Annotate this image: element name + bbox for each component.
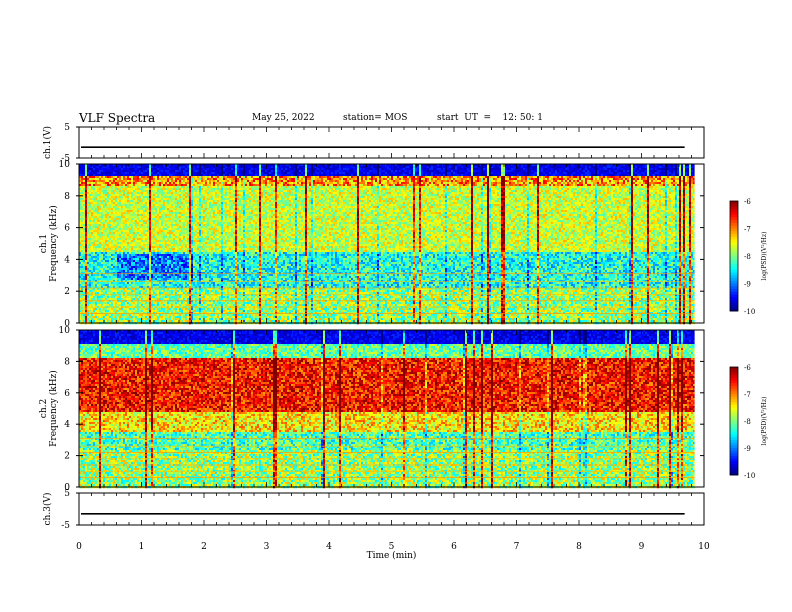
xtick-label: 9 [639, 542, 645, 552]
ytick-label: 8 [64, 357, 70, 367]
spectrogram-1 [79, 164, 704, 324]
ytick-label: 4 [64, 420, 70, 430]
spectrogram-2 [79, 330, 704, 488]
ytick-label: 6 [64, 389, 70, 399]
xtick-label: 4 [326, 542, 332, 552]
xtick-label: 0 [76, 542, 82, 552]
ylabel-frequency: Frequency (kHz) [48, 370, 59, 447]
ytick-label: 2 [64, 287, 70, 297]
colorbar-label: log(PSD)(V²/Hz) [761, 232, 768, 281]
ytick-label: 10 [59, 160, 71, 170]
colorbar-2: -6 -7 -8 -9 -10 log(PSD)(V²/Hz) [730, 364, 768, 480]
colorbar-tick: -7 [744, 226, 751, 234]
xtick-label: 2 [201, 542, 207, 552]
ytick-label: 8 [64, 192, 70, 202]
ylabel: ch.1(V) [42, 126, 53, 159]
colorbar-tick: -9 [744, 445, 751, 453]
colorbar-tick: -6 [744, 364, 751, 372]
colorbar-tick: -9 [744, 281, 751, 289]
spectrogram-layer [79, 164, 704, 488]
colorbar-tick: -6 [744, 198, 751, 206]
colorbar-tick: -8 [744, 418, 751, 426]
colorbar-label: log(PSD)(V²/Hz) [761, 397, 768, 446]
ytick-label: 5 [64, 489, 70, 499]
ylabel-channel: ch.2 [39, 399, 49, 418]
ylabel-frequency: Frequency (kHz) [48, 205, 59, 282]
xtick-label: 1 [139, 542, 145, 552]
colorbar-tick: -8 [744, 253, 751, 261]
x-axis-label: Time (min) [367, 550, 417, 561]
xtick-label: 10 [698, 542, 710, 552]
xtick-label: 3 [264, 542, 270, 552]
xtick-label: 6 [451, 542, 457, 552]
colorbar-tick: -10 [744, 308, 755, 316]
ylabel: ch.3(V) [42, 493, 53, 526]
colorbar-tick: -7 [744, 391, 751, 399]
ylabel-channel: ch.1 [39, 234, 49, 253]
ytick-label: -5 [61, 521, 70, 531]
xtick-label: 8 [576, 542, 582, 552]
ytick-label: 2 [64, 452, 70, 462]
colorbar-1: -6 -7 -8 -9 -10 log(PSD)(V²/Hz) [730, 198, 768, 316]
colorbar-tick: -10 [744, 472, 755, 480]
ytick-label: 4 [64, 255, 70, 265]
ytick-label: 5 [64, 123, 70, 133]
xtick-label: 7 [514, 542, 520, 552]
ytick-label: 6 [64, 224, 70, 234]
colorbar-layer: -6 -7 -8 -9 -10 log(PSD)(V²/Hz) -6 -7 -8 -9 -10 log… [730, 198, 768, 480]
ytick-label: 10 [59, 326, 71, 336]
spectra-figure: 5-5ch.1(V)0246810ch.1 Frequency (kHz)0246… [0, 0, 792, 612]
